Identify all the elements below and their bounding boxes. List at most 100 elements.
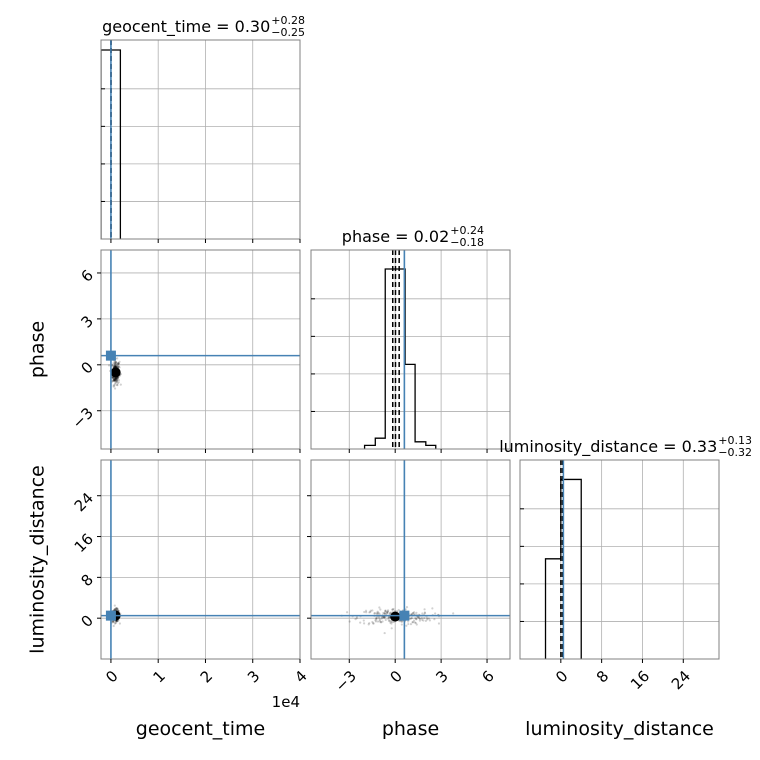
sample-point (378, 618, 382, 621)
panel-content (363, 250, 437, 449)
sample-point (423, 612, 427, 615)
x-tick-label: 6 (478, 667, 497, 686)
sample-point (363, 610, 366, 614)
sample-point (371, 609, 374, 612)
sample-point (114, 378, 117, 381)
sample-point (112, 620, 115, 624)
sample-point (112, 384, 115, 387)
x-tick-label: 2 (197, 667, 216, 686)
sample-point (371, 620, 374, 624)
sample-point (113, 360, 116, 364)
sample-point (113, 362, 116, 366)
sample-point (116, 365, 119, 368)
sample-point (112, 377, 116, 380)
x-tick-label: 24 (668, 667, 694, 693)
sample-point (384, 610, 387, 613)
title-plus-error: +0.28 (271, 14, 305, 27)
sample-point (114, 621, 117, 624)
sample-point (417, 616, 420, 619)
x-tick-label: 0 (102, 667, 121, 686)
sample-point (375, 612, 378, 616)
sample-point (368, 611, 371, 614)
sample-point (374, 620, 378, 623)
y-tick-label: 3 (78, 312, 97, 331)
sample-point (115, 620, 118, 623)
sample-point (412, 619, 416, 622)
title-phase: phase = 0.02 +0.24−0.18 (342, 224, 484, 249)
sample-point (397, 608, 400, 612)
sample-point (115, 608, 118, 611)
sample-point (115, 380, 119, 383)
sample-point (113, 378, 116, 382)
sample-point (115, 361, 118, 365)
sample-point (383, 612, 386, 615)
sample-point (374, 619, 377, 622)
y-tick-label: 24 (71, 489, 97, 515)
y-tick-label: −3 (69, 404, 97, 432)
sample-point (112, 379, 115, 382)
sample-point (114, 378, 117, 382)
sample-point (359, 621, 362, 624)
sample-point (113, 378, 116, 381)
sample-point (114, 365, 117, 368)
sample-point (377, 611, 380, 614)
sample-point (117, 376, 120, 379)
sample-point (115, 364, 118, 368)
sample-point (386, 609, 390, 612)
sample-point (421, 618, 424, 621)
sample-point (112, 362, 115, 365)
sample-point (115, 607, 118, 610)
sample-point (383, 631, 386, 635)
sample-point (381, 620, 384, 623)
sample-point (115, 377, 118, 380)
sample-point (386, 611, 389, 615)
panel-frame (519, 459, 720, 660)
sample-point (398, 620, 401, 623)
sample-point (424, 619, 427, 622)
title-main: luminosity_distance = 0.33 (499, 437, 717, 457)
sample-point (421, 612, 424, 615)
sample-point (408, 617, 412, 620)
sample-point (116, 379, 119, 382)
sample-point (114, 377, 118, 380)
panel-geocent_time-hist (100, 39, 301, 243)
sample-point (385, 611, 388, 614)
title-param-name: phase (342, 227, 390, 246)
sample-point (385, 612, 388, 615)
sample-point (113, 365, 117, 368)
sample-point (411, 611, 414, 615)
x-tick-label: 1 (149, 667, 168, 686)
sample-point (377, 612, 380, 615)
sample-point (117, 365, 120, 368)
sample-point (116, 608, 119, 611)
sample-point (115, 376, 118, 380)
panel-content (311, 460, 510, 659)
sample-point (113, 365, 116, 368)
sample-point (113, 604, 116, 607)
sample-point (116, 376, 119, 379)
sample-point (378, 620, 381, 623)
sample-point (419, 617, 422, 621)
sample-point (415, 618, 418, 621)
panel-frame (310, 459, 511, 660)
sample-point (116, 378, 119, 381)
sample-point (384, 609, 387, 612)
sample-point (401, 620, 404, 623)
sample-point (409, 623, 413, 626)
sample-point (418, 617, 421, 620)
sample-point (111, 364, 114, 367)
sample-point (113, 364, 117, 367)
sample-point (116, 363, 119, 366)
sample-point (411, 621, 415, 624)
title-minus-error: −0.18 (450, 236, 484, 249)
sample-point (113, 622, 117, 625)
panel-content (544, 460, 582, 659)
sample-point (114, 377, 117, 380)
x-axis-label: phase (382, 718, 439, 740)
sample-point (405, 624, 408, 627)
sample-point (116, 620, 119, 623)
sample-point (115, 607, 118, 610)
sample-point (118, 622, 122, 625)
sample-point (384, 610, 387, 613)
